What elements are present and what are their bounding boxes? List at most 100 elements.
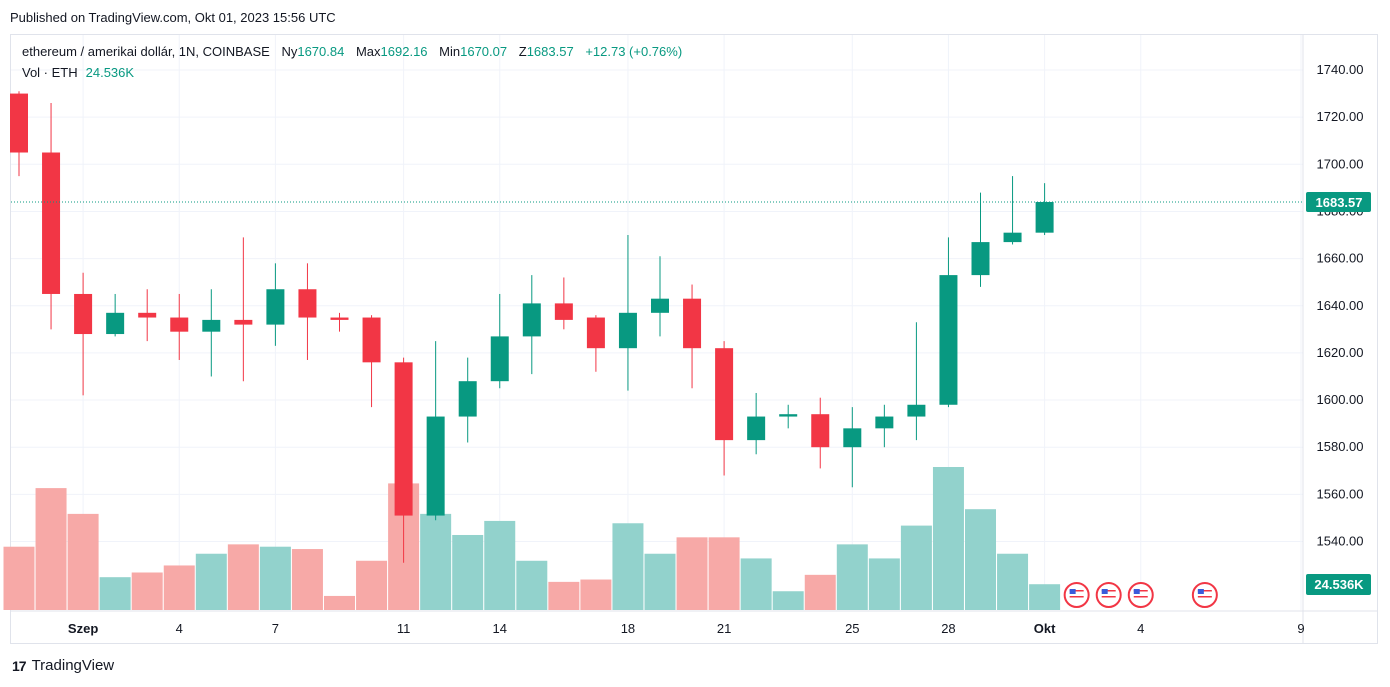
us-flag-event-icon (1095, 582, 1122, 608)
x-tick-label: 28 (941, 621, 955, 636)
flag-stripe (1101, 590, 1116, 592)
volume-legend: Vol · ETH 24.536K (22, 65, 134, 80)
volume-bar (67, 513, 99, 610)
y-tick-label: 1720.00 (1317, 109, 1364, 124)
y-tick-label: 1620.00 (1317, 345, 1364, 360)
candle-body (170, 317, 189, 332)
open-value: 1670.84 (297, 44, 345, 59)
y-tick-label: 1660.00 (1317, 251, 1364, 266)
candle-body (74, 293, 93, 335)
last-volume-badge (1306, 574, 1371, 595)
flag-stripe (1101, 596, 1116, 598)
flag-stripe (1133, 596, 1148, 598)
low-value: 1670.07 (460, 44, 508, 59)
tradingview-logo-icon: 17 (12, 657, 27, 674)
candle-body (1035, 202, 1054, 233)
candle-body (875, 416, 894, 429)
candle-body (811, 414, 830, 448)
flag-stripe (1197, 599, 1212, 601)
y-tick-label: 1560.00 (1317, 486, 1364, 501)
flag-stripe (1197, 593, 1212, 595)
flag-stripe (1197, 596, 1212, 598)
tradingview-brand[interactable]: 17 TradingView (12, 657, 114, 674)
candle-body (586, 317, 605, 349)
volume-bar (3, 546, 35, 610)
candle-body (394, 362, 413, 516)
y-tick-label: 1540.00 (1317, 534, 1364, 549)
volume-bar (900, 525, 932, 610)
candle-body (715, 348, 734, 441)
volume-bar (420, 513, 452, 610)
volume-bar (804, 574, 836, 610)
y-tick-label: 1700.00 (1317, 156, 1364, 171)
candle-body (234, 319, 253, 325)
low-label: Min (439, 44, 461, 59)
candle-body (747, 416, 766, 441)
flag-canton (1069, 589, 1076, 594)
volume-bar (612, 523, 644, 610)
candle-body (138, 312, 157, 318)
volume-bar (932, 467, 964, 610)
candle-body (907, 404, 926, 417)
y-tick-label: 1640.00 (1317, 298, 1364, 313)
volume-bar (868, 558, 900, 610)
candle-body (330, 317, 349, 320)
candle-body (362, 317, 381, 363)
candle-body (971, 242, 990, 276)
volume-bar (772, 591, 804, 610)
volume-bar (965, 509, 996, 610)
flag-stripe (1101, 599, 1116, 601)
volume-bar (452, 534, 484, 610)
volume-bar (836, 544, 868, 610)
volume-bar (644, 553, 676, 610)
x-tick-label: Szep (68, 621, 98, 636)
candle-body (843, 428, 862, 448)
volume-bar (516, 560, 548, 610)
x-tick-label: 4 (1137, 621, 1144, 636)
y-tick-label: 1740.00 (1317, 62, 1364, 77)
last-price-badge (1306, 192, 1371, 213)
us-flag-event-icon (1191, 582, 1218, 608)
flag-stripe (1069, 590, 1084, 592)
flag-canton (1197, 589, 1204, 594)
volume-bar (195, 553, 227, 610)
chart-frame (10, 34, 1378, 644)
high-label: Max (355, 44, 381, 59)
flag-stripe (1101, 593, 1116, 595)
candle-body (939, 275, 958, 405)
candle-body (426, 416, 445, 516)
x-tick-label: 21 (717, 621, 731, 636)
volume-bar (99, 577, 131, 610)
symbol-title[interactable]: ethereum / amerikai dollár, 1N, COINBASE (22, 44, 270, 59)
candle-body (522, 303, 541, 337)
high-value: 1692.16 (380, 44, 428, 59)
us-flag-event-icon (1127, 582, 1154, 608)
volume-bar (708, 537, 740, 610)
candle-body (106, 312, 125, 335)
candle-body (779, 414, 798, 417)
x-tick-label: 9 (1297, 621, 1304, 636)
candle-body (10, 93, 28, 153)
y-tick-label: 1580.00 (1317, 439, 1364, 454)
candle-body (651, 298, 669, 313)
flag-canton (1101, 589, 1108, 594)
candle-body (554, 303, 573, 320)
flag-stripe (1133, 599, 1148, 601)
x-tick-label: 11 (397, 621, 411, 636)
volume-bar (548, 581, 580, 610)
volume-label[interactable]: Vol · ETH (22, 65, 78, 80)
x-tick-label: 18 (621, 621, 635, 636)
flag-stripe (1197, 590, 1212, 592)
y-tick-label: 1600.00 (1317, 392, 1364, 407)
open-label: Ny (281, 44, 298, 59)
volume-bar (740, 558, 772, 610)
x-tick-label: Okt (1034, 621, 1056, 636)
volume-value: 24.536K (85, 65, 135, 80)
volume-bar (324, 595, 355, 610)
candle-body (202, 319, 221, 332)
volume-bar (580, 579, 612, 610)
x-tick-label: 25 (845, 621, 859, 636)
flag-stripe (1133, 593, 1148, 595)
brand-name: TradingView (31, 657, 115, 674)
